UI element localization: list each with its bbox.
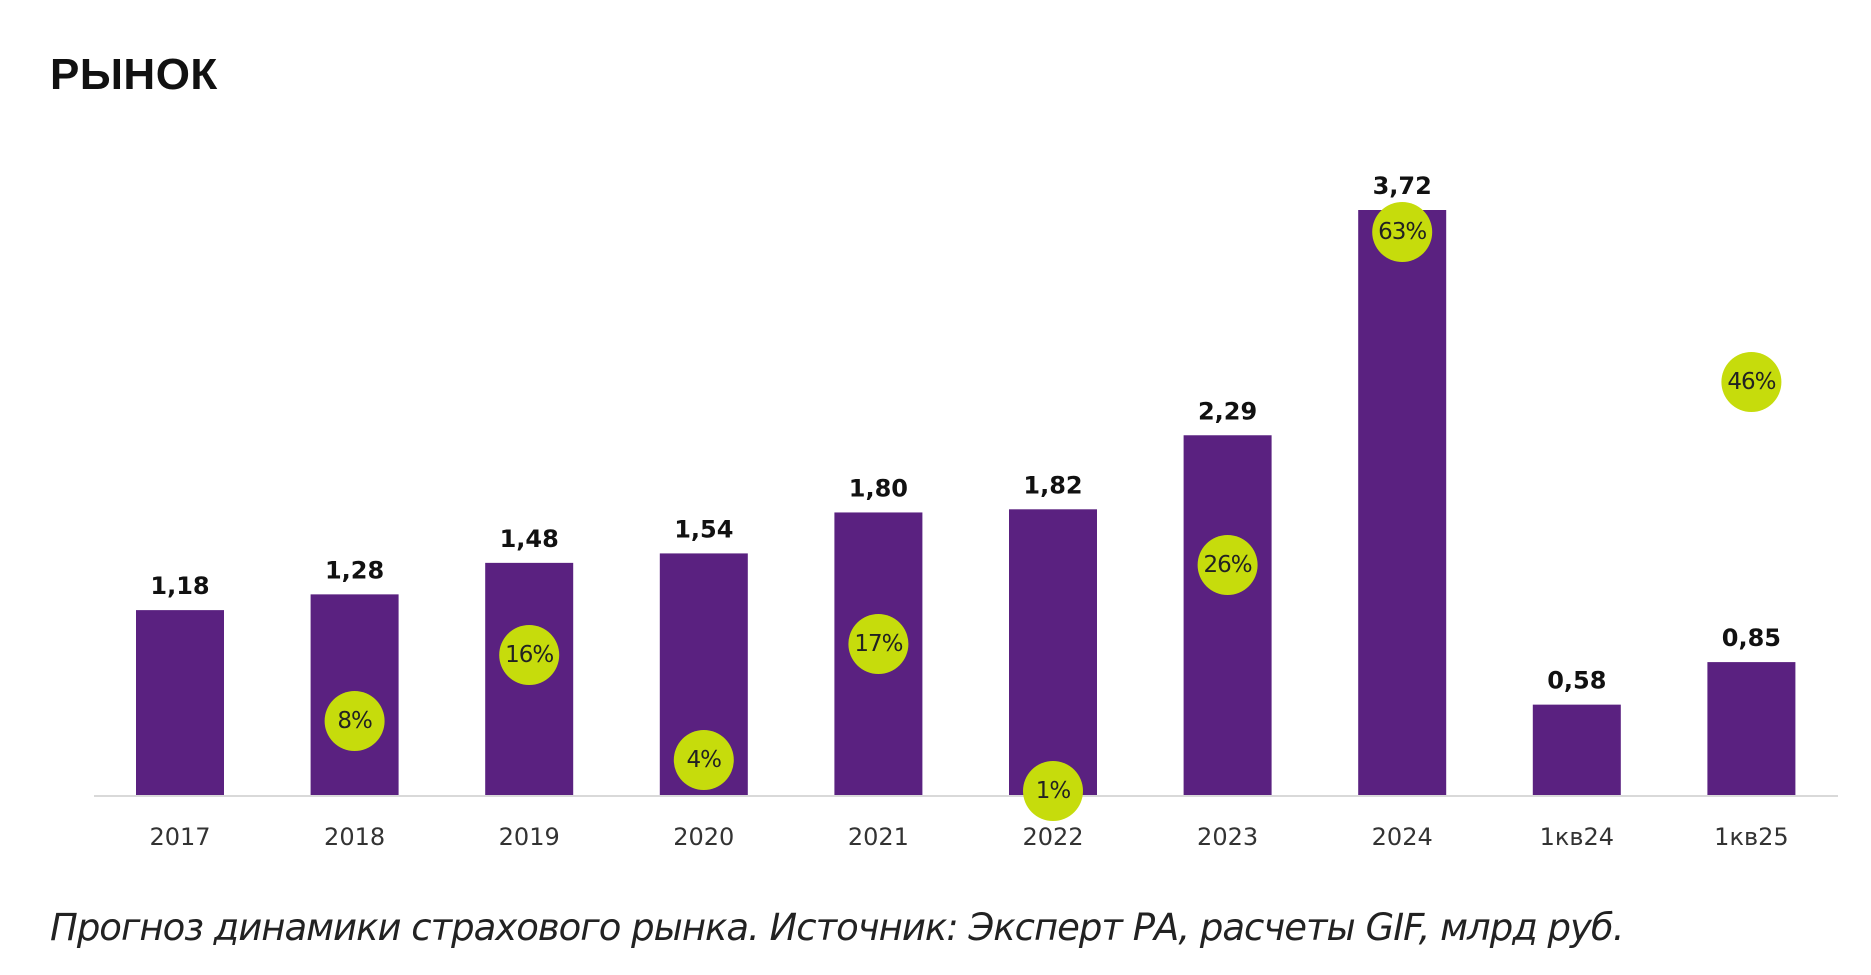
- growth-badge: [1721, 352, 1782, 412]
- growth-badge: [1372, 202, 1433, 262]
- growth-badge: [673, 730, 734, 790]
- value-label: 1,80: [849, 474, 908, 502]
- value-label: 1,18: [150, 572, 209, 600]
- growth-label: 8%: [337, 708, 372, 734]
- bar: [136, 610, 224, 796]
- value-label: 0,58: [1547, 667, 1606, 695]
- bar: [1707, 662, 1796, 796]
- category-label: 2019: [499, 823, 560, 851]
- value-label: 1,54: [674, 515, 733, 543]
- category-label: 2018: [324, 823, 385, 851]
- growth-badge: [324, 691, 385, 751]
- value-label: 1,82: [1023, 471, 1082, 499]
- growth-badge: [1197, 535, 1258, 595]
- value-label: 1,28: [325, 556, 384, 584]
- category-label: 1кв25: [1714, 823, 1788, 851]
- chart-caption: Прогноз динамики страхового рынка. Источ…: [50, 906, 1624, 949]
- growth-badge: [848, 614, 909, 674]
- category-label: 2024: [1372, 823, 1433, 851]
- category-label: 1кв24: [1540, 823, 1614, 851]
- growth-label: 46%: [1727, 369, 1775, 395]
- value-label: 3,72: [1373, 172, 1432, 200]
- category-label: 2023: [1197, 823, 1258, 851]
- bar: [1009, 509, 1097, 796]
- growth-badge: [499, 625, 560, 685]
- category-label: 2021: [848, 823, 909, 851]
- chart-title: РЫНОК: [50, 50, 218, 99]
- growth-label: 16%: [505, 642, 553, 668]
- growth-label: 63%: [1378, 219, 1426, 245]
- category-label: 2022: [1022, 823, 1083, 851]
- growth-badge: [1023, 761, 1083, 821]
- value-label: 1,48: [500, 525, 559, 553]
- growth-label: 17%: [854, 631, 902, 657]
- bar: [1358, 210, 1447, 796]
- bar: [1183, 435, 1272, 796]
- value-label: 2,29: [1198, 397, 1257, 425]
- value-label: 0,85: [1722, 624, 1781, 652]
- bar: [1532, 704, 1621, 796]
- growth-label: 26%: [1204, 552, 1252, 578]
- category-label: 2017: [149, 823, 210, 851]
- category-label: 2020: [673, 823, 734, 851]
- growth-label: 4%: [687, 747, 722, 773]
- growth-label: 1%: [1036, 778, 1071, 804]
